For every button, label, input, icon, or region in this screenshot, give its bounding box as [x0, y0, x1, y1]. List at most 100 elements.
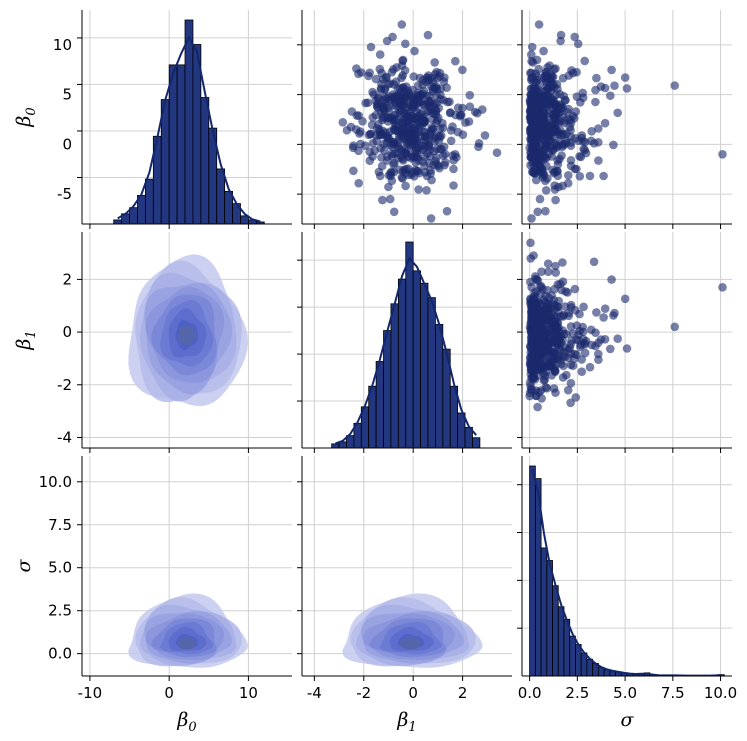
hist-bar [368, 385, 377, 448]
y-tick-label: -4 [57, 428, 72, 446]
scatter-point [543, 259, 553, 269]
scatter-point [552, 143, 562, 152]
scatter-point [526, 295, 535, 305]
hist-bar [192, 44, 202, 224]
scatter-point [613, 334, 622, 344]
scatter-point [426, 214, 436, 223]
scatter-point [409, 124, 419, 133]
hist-bar [427, 297, 436, 448]
scatter-point [579, 302, 588, 312]
y-tick-label: 10 [53, 36, 72, 54]
scatter-point [354, 178, 364, 188]
scatter-point [532, 72, 542, 81]
scatter-point [606, 344, 615, 354]
scatter-point [363, 98, 373, 107]
scatter-point [352, 111, 362, 120]
scatter-point [550, 181, 559, 190]
scatter-point [423, 30, 433, 40]
scatter-point [544, 267, 553, 277]
hist-bar [144, 178, 154, 224]
scatter-point [391, 99, 401, 108]
scatter-point [346, 122, 356, 132]
y-tick-label: 0.0 [48, 645, 72, 663]
scatter-point [550, 110, 560, 120]
scatter-point [592, 73, 601, 83]
scatter-point [371, 74, 381, 84]
scatter-point [529, 370, 538, 380]
panel-b0-sigma [517, 10, 732, 229]
scatter-point [401, 91, 411, 101]
scatter-point [446, 136, 456, 146]
scatter-point [390, 120, 400, 130]
hist-bar [160, 99, 170, 224]
scatter-point [549, 83, 559, 92]
scatter-point [563, 385, 573, 395]
scatter-point [533, 110, 542, 120]
scatter-point [535, 194, 545, 204]
scatter-point [403, 152, 413, 161]
scatter-point [549, 96, 559, 106]
scatter-point [571, 393, 581, 402]
scatter-point [718, 150, 727, 159]
scatter-point [562, 370, 571, 380]
scatter-point [382, 138, 392, 148]
x-axis-label-b1: β1 [396, 709, 416, 735]
hist-bar [435, 323, 444, 448]
scatter-point [538, 168, 548, 177]
scatter-point [457, 110, 466, 120]
scatter-point [570, 32, 579, 42]
scatter-point [397, 61, 407, 70]
y-tick-label: 0 [62, 135, 72, 153]
scatter-point [542, 85, 551, 95]
y-tick-label: 7.5 [48, 516, 72, 534]
scatter-point [458, 103, 467, 113]
hist-bar [390, 303, 399, 448]
scatter-point [577, 367, 587, 377]
scatter-point [537, 394, 546, 403]
scatter-point [576, 152, 586, 162]
hist-bar [184, 19, 194, 224]
scatter-point [553, 302, 563, 312]
scatter-point [529, 251, 538, 260]
scatter-point [532, 175, 541, 185]
scatter-point [531, 316, 540, 325]
scatter-point [368, 87, 377, 97]
scatter-point [532, 347, 541, 356]
kde-curve [335, 256, 477, 445]
hist-bar [457, 412, 466, 448]
hist-bar [375, 361, 384, 448]
scatter-point [550, 367, 560, 377]
scatter-point [558, 258, 567, 267]
panel-b0-b0 [77, 10, 292, 229]
scatter-point [610, 308, 619, 318]
scatter-point [432, 67, 441, 77]
scatter-point [530, 138, 540, 148]
scatter-point [525, 391, 534, 401]
y-tick-label: 0 [62, 323, 72, 341]
scatter-point [431, 156, 440, 166]
scatter-point [411, 143, 421, 152]
panel-b1-sigma [517, 232, 732, 453]
scatter-point [622, 344, 632, 353]
scatter-point [376, 85, 386, 95]
scatter-point [539, 113, 549, 123]
scatter-point [599, 171, 608, 181]
scatter-point [591, 97, 600, 107]
hist-bar [405, 241, 414, 448]
scatter-point [432, 91, 442, 100]
scatter-point [620, 294, 630, 304]
scatter-point [419, 128, 429, 137]
scatter-point [531, 86, 540, 96]
scatter-point [543, 120, 553, 130]
scatter-point [390, 92, 400, 102]
scatter-point [378, 195, 387, 205]
scatter-point [465, 102, 475, 111]
scatter-point [389, 207, 399, 217]
hist-bar [552, 585, 559, 676]
scatter-point [545, 61, 554, 70]
scatter-point [355, 129, 364, 138]
hist-bar [200, 97, 210, 224]
x-tick-label: 2.5 [565, 684, 589, 702]
scatter-point [585, 362, 595, 372]
scatter-point [527, 50, 536, 59]
